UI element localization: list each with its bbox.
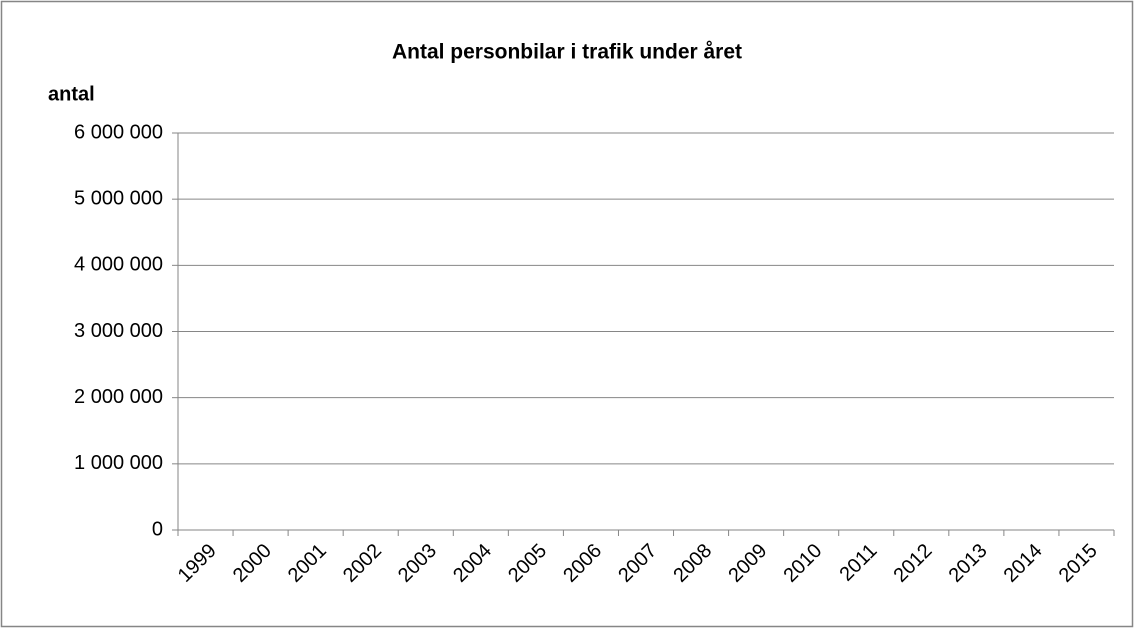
y-tick-label: 1 000 000 (74, 452, 163, 474)
y-tick-label: 3 000 000 (74, 320, 163, 342)
y-tick-label: 5 000 000 (74, 187, 163, 209)
y-tick-label: 4 000 000 (74, 254, 163, 276)
y-axis-label: antal (48, 83, 95, 105)
y-tick-label: 0 (152, 518, 163, 540)
chart-title: Antal personbilar i trafik under året (392, 41, 742, 64)
y-tick-label: 2 000 000 (74, 386, 163, 408)
y-tick-label: 6 000 000 (74, 121, 163, 143)
